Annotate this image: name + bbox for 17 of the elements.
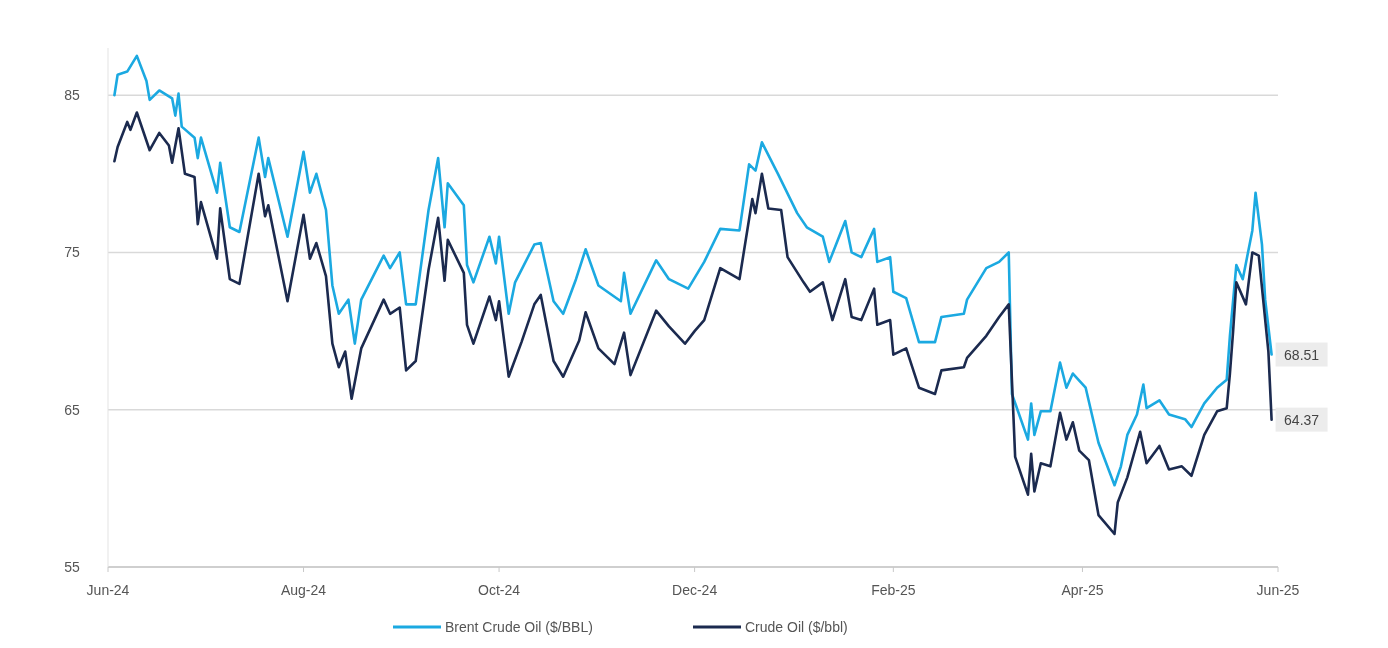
x-tick-label: Feb-25 [871, 582, 916, 598]
x-tick-label: Jun-25 [1256, 582, 1300, 598]
legend-label: Brent Crude Oil ($/BBL) [445, 619, 593, 635]
y-tick-label: 55 [64, 559, 80, 575]
x-tick-label: Aug-24 [280, 582, 327, 598]
annotation: 68.51 [1284, 346, 1320, 363]
y-tick-label: 75 [64, 244, 80, 261]
annotation: 64.37 [1284, 411, 1320, 428]
y-tick-label: 85 [64, 87, 80, 104]
x-tick-label: Dec-24 [672, 582, 718, 598]
legend-label: Crude Oil ($/bbl) [745, 619, 848, 635]
x-tick-label: Jun-24 [86, 582, 130, 598]
line-series [113, 54, 1273, 487]
line-series [113, 111, 1273, 536]
x-tick-label: Apr-25 [1061, 582, 1104, 598]
y-tick-label: 65 [64, 401, 80, 418]
x-tick-label: Oct-24 [478, 582, 521, 598]
